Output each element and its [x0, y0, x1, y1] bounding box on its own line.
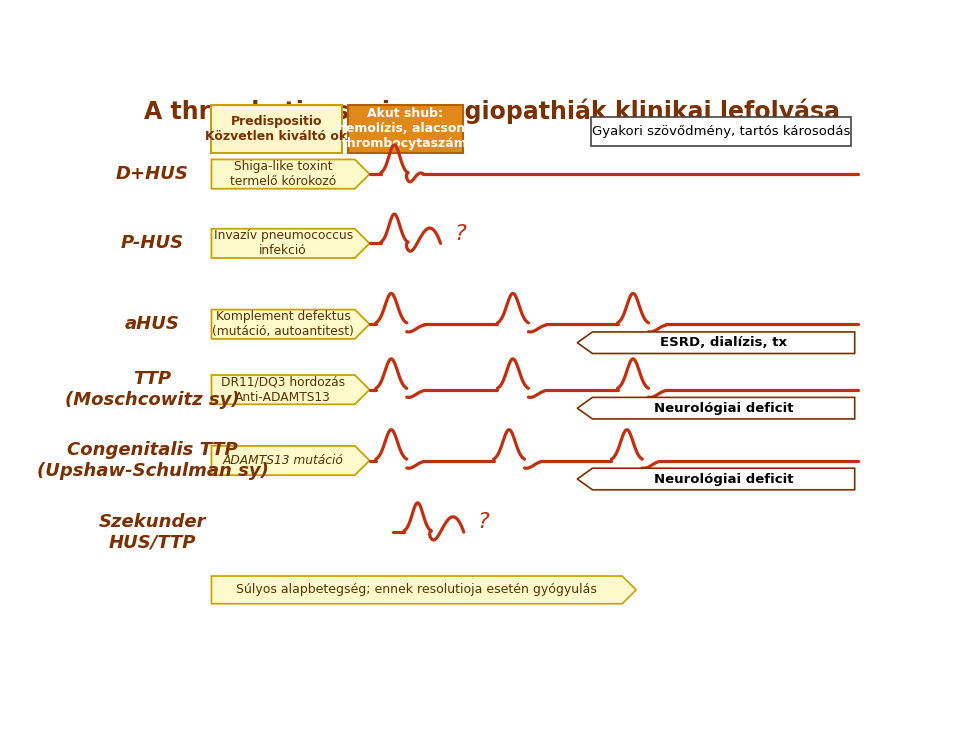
Polygon shape	[577, 397, 854, 419]
Polygon shape	[211, 228, 370, 258]
Text: TTP
(Moschcowitz sy): TTP (Moschcowitz sy)	[65, 370, 240, 409]
Text: Predispositio
Közvetlen kiváltó ok: Predispositio Közvetlen kiváltó ok	[205, 115, 348, 143]
Text: Komplement defektus
(mutáció, autoantitest): Komplement defektus (mutáció, autoantite…	[212, 310, 354, 338]
Text: Szekunder
HUS/TTP: Szekunder HUS/TTP	[99, 512, 206, 551]
Polygon shape	[211, 446, 370, 475]
Text: A thromboticus microangiopathiák klinikai lefolyása: A thromboticus microangiopathiák klinika…	[144, 99, 840, 124]
Polygon shape	[211, 310, 370, 339]
Text: Invazív pneumococcus
infekció: Invazív pneumococcus infekció	[213, 229, 352, 258]
Text: Neurológiai deficit: Neurológiai deficit	[654, 402, 793, 414]
Text: Shiga-like toxint
termelő kórokozó: Shiga-like toxint termelő kórokozó	[230, 160, 336, 188]
FancyBboxPatch shape	[211, 105, 342, 152]
Polygon shape	[211, 160, 370, 189]
FancyBboxPatch shape	[591, 117, 851, 146]
Polygon shape	[577, 332, 854, 354]
Text: Gyakori szövődmény, tartós károsodás: Gyakori szövődmény, tartós károsodás	[591, 125, 851, 138]
Text: Neurológiai deficit: Neurológiai deficit	[654, 472, 793, 485]
Text: ESRD, dialízis, tx: ESRD, dialízis, tx	[660, 336, 787, 349]
Text: Congenitalis TTP
(Upshaw-Schulman sy): Congenitalis TTP (Upshaw-Schulman sy)	[36, 441, 269, 480]
Text: Súlyos alapbetegség; ennek resolutioja esetén gyógyulás: Súlyos alapbetegség; ennek resolutioja e…	[236, 583, 597, 597]
Polygon shape	[577, 468, 854, 490]
Text: D+HUS: D+HUS	[116, 165, 189, 183]
Text: ?: ?	[478, 512, 490, 532]
Polygon shape	[211, 576, 636, 604]
FancyBboxPatch shape	[348, 105, 463, 152]
Polygon shape	[211, 375, 370, 404]
Text: ADAMTS13 mutáció: ADAMTS13 mutáció	[223, 454, 344, 467]
Text: aHUS: aHUS	[125, 315, 180, 333]
Text: ?: ?	[454, 223, 467, 244]
Text: DR11/DQ3 hordozás
Anti-ADAMTS13: DR11/DQ3 hordozás Anti-ADAMTS13	[221, 376, 346, 403]
Text: Akut shub:
hemolízis, alacsony
thrombocytaszám: Akut shub: hemolízis, alacsony thrombocy…	[337, 107, 473, 150]
Text: P-HUS: P-HUS	[121, 234, 184, 253]
